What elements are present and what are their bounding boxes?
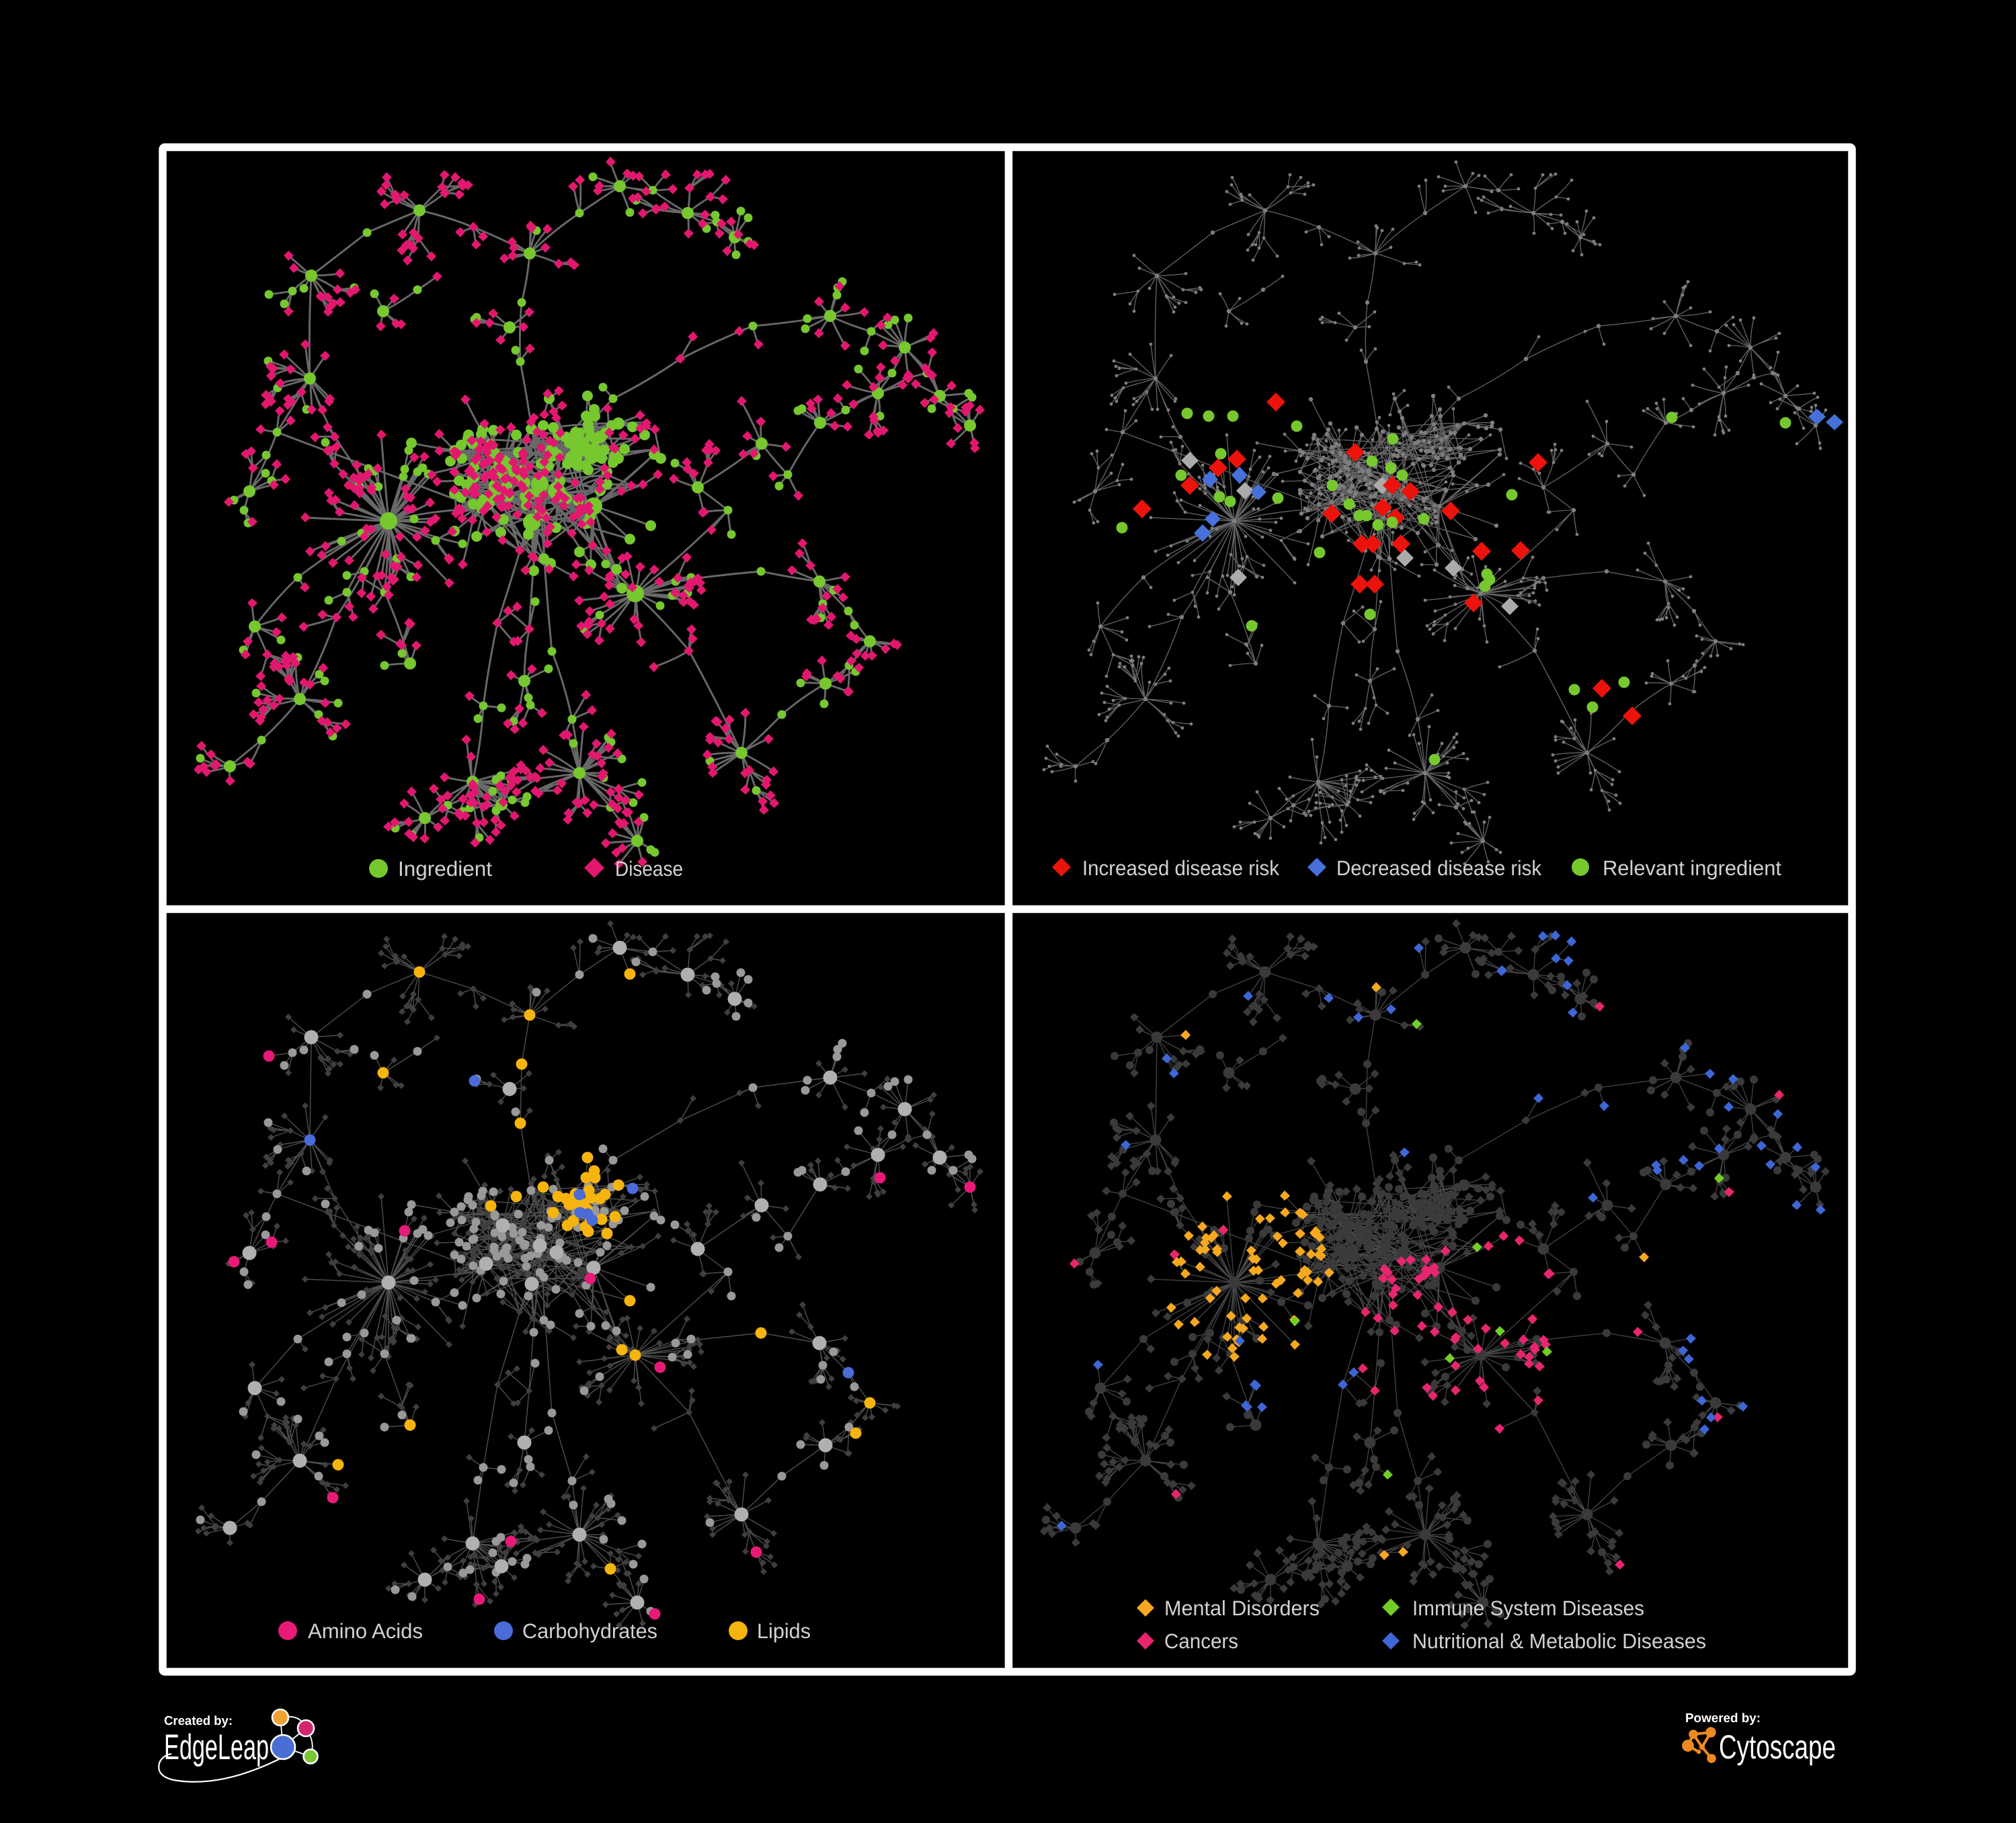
- svg-text:Ingredient: Ingredient: [398, 857, 492, 881]
- svg-text:Decreased disease risk: Decreased disease risk: [1336, 856, 1541, 880]
- svg-text:Cancers: Cancers: [1164, 1629, 1238, 1653]
- svg-text:Created by:: Created by:: [164, 1714, 233, 1728]
- svg-text:Increased disease risk: Increased disease risk: [1082, 856, 1279, 880]
- svg-text:Immune System Diseases: Immune System Diseases: [1412, 1596, 1644, 1620]
- svg-text:Powered by:: Powered by:: [1685, 1711, 1761, 1726]
- svg-text:Mental Disorders: Mental Disorders: [1164, 1596, 1320, 1620]
- svg-text:Carbohydrates: Carbohydrates: [522, 1619, 657, 1643]
- svg-text:Lipids: Lipids: [757, 1619, 811, 1643]
- svg-text:Amino Acids: Amino Acids: [308, 1619, 423, 1643]
- svg-text:Nutritional & Metabolic Diseas: Nutritional & Metabolic Diseases: [1412, 1629, 1706, 1653]
- svg-text:EdgeLeap: EdgeLeap: [164, 1728, 269, 1767]
- svg-text:Relevant ingredient: Relevant ingredient: [1603, 856, 1781, 880]
- svg-text:Disease: Disease: [615, 857, 683, 881]
- svg-text:Cytoscape: Cytoscape: [1719, 1728, 1836, 1766]
